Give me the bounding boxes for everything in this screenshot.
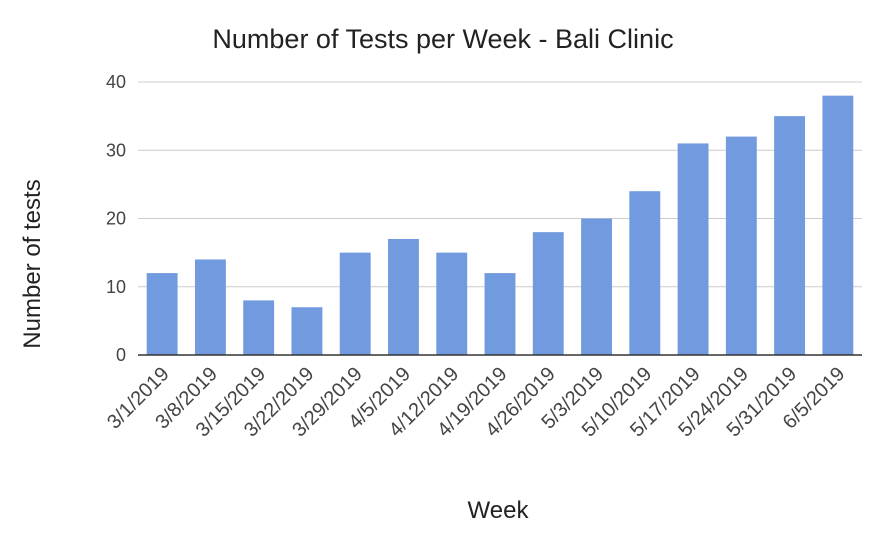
bars [146, 95, 854, 356]
chart-title: Number of Tests per Week - Bali Clinic [212, 24, 673, 54]
bar [725, 136, 757, 355]
bar [581, 218, 612, 355]
bar [484, 273, 516, 355]
y-tick-label: 10 [106, 277, 126, 297]
x-tick-labels: 3/1/20193/8/20193/15/20193/22/20193/29/2… [103, 363, 849, 441]
bar [822, 95, 854, 356]
bar [194, 259, 226, 355]
bar [774, 116, 806, 355]
bar [532, 232, 564, 355]
bar [388, 238, 419, 355]
bar [243, 300, 275, 355]
y-tick-label: 40 [106, 72, 126, 92]
bar [436, 252, 468, 355]
bar [146, 273, 178, 355]
bar [339, 252, 371, 355]
y-axis-title: Number of tests [19, 179, 46, 348]
y-tick-label: 20 [106, 209, 126, 229]
bar [677, 143, 709, 355]
y-tick-labels: 0 10 20 30 40 [106, 72, 126, 365]
y-tick-label: 30 [106, 140, 126, 160]
bar [629, 191, 661, 355]
y-tick-label: 0 [116, 345, 126, 365]
bar [291, 307, 323, 355]
x-axis-title: Week [468, 497, 530, 524]
